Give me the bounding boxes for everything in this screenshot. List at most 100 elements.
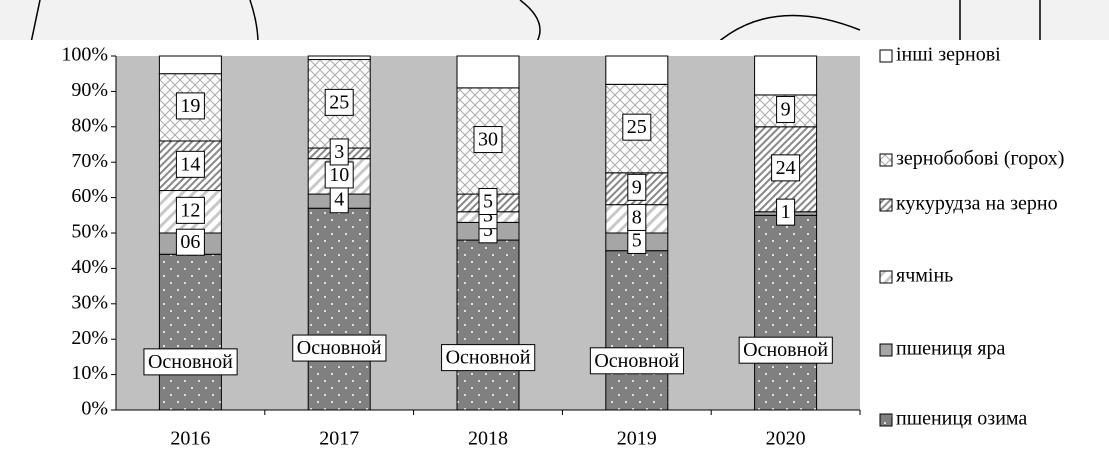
data-label-group: 5 [478, 188, 498, 216]
data-label-box [143, 348, 238, 376]
data-label: Основной [743, 339, 828, 361]
data-label-group: 3 [329, 138, 349, 166]
data-label: 19 [180, 95, 200, 117]
data-label-group: 10 [324, 161, 354, 189]
bar-segment [605, 250, 669, 411]
data-label-group: Основной [738, 336, 833, 364]
legend-label: кукурудза на зерно [896, 193, 1058, 215]
x-tick-label: 2018 [468, 428, 508, 450]
legend-label: зернобобові (горох) [896, 148, 1064, 170]
data-label-box [738, 336, 833, 364]
legend-swatch [879, 153, 893, 167]
legend-swatch [879, 270, 893, 284]
data-label-box [329, 138, 349, 166]
data-label: 06 [180, 231, 200, 253]
bar-segment [158, 55, 222, 75]
y-tick-label: 90% [71, 79, 108, 101]
data-label: Основной [446, 347, 531, 369]
legend-swatch [879, 413, 893, 427]
bar-segment [307, 207, 371, 411]
data-label: 1 [781, 201, 791, 223]
data-label-box [627, 173, 647, 201]
data-label-box [175, 228, 205, 256]
legend-swatch [879, 343, 893, 357]
data-label-group: 12 [175, 196, 205, 224]
data-label-box [771, 154, 801, 182]
legend-swatch [879, 49, 893, 63]
data-label-box [776, 95, 796, 123]
data-label: Основной [594, 350, 679, 372]
data-label-box [292, 334, 387, 362]
y-tick-label: 70% [71, 150, 108, 172]
data-label-group: 06 [175, 228, 205, 256]
data-label-group: 25 [324, 88, 354, 116]
y-tick-label: 40% [71, 256, 108, 278]
data-label-group: 1 [776, 198, 796, 226]
y-tick-label: 80% [71, 114, 108, 136]
y-tick-label: 50% [71, 221, 108, 243]
y-tick-label: 0% [81, 398, 108, 420]
data-label-group: 19 [175, 92, 205, 120]
data-label-box [622, 113, 652, 141]
data-label: Основной [148, 351, 233, 373]
data-label: 4 [334, 189, 344, 211]
data-label-group: 9 [627, 173, 647, 201]
data-label-box [441, 344, 536, 372]
data-label-box [473, 126, 503, 154]
bar-segment [456, 87, 520, 195]
data-label-box [324, 88, 354, 116]
data-label-group: 9 [776, 95, 796, 123]
data-label: 12 [180, 199, 200, 221]
y-tick-label: 60% [71, 185, 108, 207]
data-label: 3 [334, 141, 344, 163]
data-label-group: Основной [589, 347, 685, 375]
y-tick-label: 100% [61, 44, 108, 66]
y-tick-label: 20% [71, 327, 108, 349]
bar-segment [307, 55, 371, 61]
x-tick-label: 2020 [766, 428, 806, 450]
data-label: 9 [632, 176, 642, 198]
legend-swatch [879, 198, 893, 212]
data-label-box [589, 347, 685, 375]
data-label: 30 [478, 129, 498, 151]
data-label-box [627, 203, 647, 231]
data-label-box [175, 196, 205, 224]
data-label-group: Основной [292, 334, 387, 362]
data-label: 3 [483, 205, 493, 227]
data-label: 8 [632, 206, 642, 228]
y-tick-label: 30% [71, 291, 108, 313]
data-label-box [776, 198, 796, 226]
x-tick-label: 2017 [319, 428, 359, 450]
data-label-box [175, 92, 205, 120]
legend-label: пшениця озима [896, 408, 1027, 430]
data-label: 14 [180, 153, 200, 175]
data-label-group: 14 [175, 150, 205, 178]
data-label: 25 [329, 91, 349, 113]
data-label-group: 8 [627, 203, 647, 231]
data-label-box [478, 188, 498, 216]
bar-segment [754, 214, 818, 411]
data-label: 5 [632, 229, 642, 251]
data-label: Основной [297, 337, 382, 359]
data-label: 10 [329, 164, 349, 186]
legend-label: інші зернові [896, 44, 1001, 66]
data-label-group: Основной [143, 348, 238, 376]
data-label-group: 24 [771, 154, 801, 182]
data-label-group: 5 [627, 226, 647, 254]
x-tick-label: 2016 [170, 428, 210, 450]
data-label-group: Основной [441, 344, 536, 372]
bar-segment [605, 55, 669, 85]
data-label: 5 [483, 191, 493, 213]
data-label-group: 25 [622, 113, 652, 141]
data-label-box [175, 150, 205, 178]
data-label-group: 30 [473, 126, 503, 154]
x-tick-label: 2019 [617, 428, 657, 450]
bar-segment [456, 55, 520, 89]
data-label-group: 4 [329, 186, 349, 214]
legend-label: ячмінь [896, 265, 953, 287]
data-label: 25 [627, 116, 647, 138]
bar-segment [754, 55, 818, 96]
bar-segment [158, 253, 222, 411]
data-label: 5 [483, 219, 493, 241]
